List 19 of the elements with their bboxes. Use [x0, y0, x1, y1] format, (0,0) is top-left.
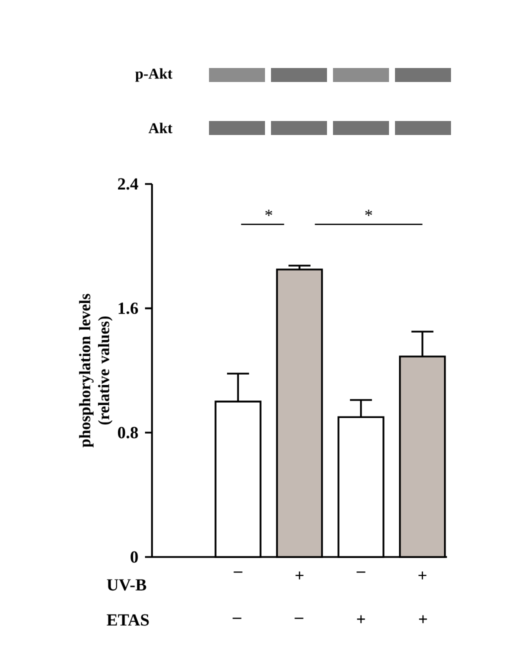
x-tick-label: –: [356, 572, 366, 573]
x-tick-label: –: [234, 572, 242, 573]
y-axis-title: phosphorylation levels (relative values): [79, 294, 112, 448]
text: ETAS: [106, 614, 149, 626]
annotation: *: [265, 210, 272, 216]
y-tick-label: 1.6: [118, 302, 138, 314]
annotation: *: [365, 210, 372, 216]
text: –: [232, 618, 242, 619]
text: –: [294, 618, 304, 619]
text: +: [357, 615, 365, 624]
text: UV-B: [106, 579, 146, 591]
x-tick-label: +: [418, 572, 426, 580]
y-tick-label: 0.8: [118, 426, 138, 438]
y-tick-label: 0: [130, 551, 138, 563]
y-tick-label: 2.4: [118, 178, 138, 190]
x-tick-label: +: [296, 572, 304, 580]
text: Akt: [148, 122, 172, 134]
text: +: [419, 615, 427, 624]
text: p-Akt: [135, 68, 172, 82]
